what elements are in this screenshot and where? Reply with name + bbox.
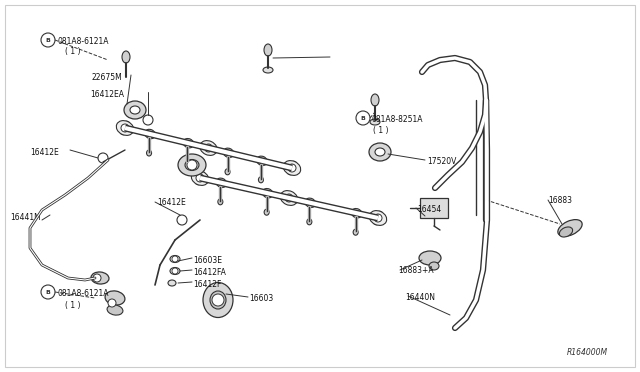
Text: 16603E: 16603E	[193, 256, 222, 265]
Circle shape	[285, 194, 293, 202]
Ellipse shape	[116, 121, 134, 135]
Text: B: B	[360, 115, 365, 121]
Ellipse shape	[120, 121, 131, 135]
Text: 16883: 16883	[548, 196, 572, 205]
Ellipse shape	[429, 262, 439, 270]
Ellipse shape	[105, 291, 125, 305]
Text: 16440N: 16440N	[405, 293, 435, 302]
Circle shape	[172, 256, 178, 262]
Circle shape	[172, 268, 178, 274]
Ellipse shape	[419, 251, 441, 265]
Circle shape	[205, 144, 212, 152]
Circle shape	[41, 33, 55, 47]
Ellipse shape	[287, 161, 298, 175]
Ellipse shape	[264, 209, 269, 215]
Ellipse shape	[262, 189, 273, 198]
Ellipse shape	[259, 177, 264, 183]
Circle shape	[108, 299, 116, 307]
Ellipse shape	[203, 282, 233, 317]
Ellipse shape	[145, 129, 156, 139]
Text: B: B	[45, 38, 51, 42]
Text: R164000M: R164000M	[567, 348, 608, 357]
Ellipse shape	[168, 280, 176, 286]
Text: 081A8-6121A: 081A8-6121A	[58, 37, 109, 46]
Circle shape	[212, 294, 224, 306]
Circle shape	[187, 160, 197, 170]
Text: 16412EA: 16412EA	[90, 90, 124, 99]
Ellipse shape	[191, 171, 209, 185]
Ellipse shape	[130, 106, 140, 114]
Circle shape	[98, 153, 108, 163]
Text: ( 1 ): ( 1 )	[65, 301, 81, 310]
Ellipse shape	[216, 178, 227, 187]
Circle shape	[374, 214, 382, 222]
Text: 16454: 16454	[417, 205, 441, 214]
Circle shape	[196, 174, 204, 182]
Text: ( 1 ): ( 1 )	[65, 47, 81, 56]
Text: 16412E: 16412E	[30, 148, 59, 157]
Circle shape	[177, 215, 187, 225]
Ellipse shape	[372, 211, 383, 225]
Ellipse shape	[122, 51, 130, 63]
Ellipse shape	[170, 256, 180, 263]
Ellipse shape	[375, 148, 385, 156]
Circle shape	[356, 111, 370, 125]
Text: 16412E: 16412E	[157, 198, 186, 207]
Ellipse shape	[185, 159, 190, 165]
Circle shape	[41, 285, 55, 299]
Circle shape	[143, 115, 153, 125]
Ellipse shape	[369, 143, 391, 161]
Circle shape	[288, 164, 296, 172]
Text: 16441M: 16441M	[10, 213, 41, 222]
Text: B: B	[45, 289, 51, 295]
Text: 16603: 16603	[249, 294, 273, 303]
Text: 081A8-8251A: 081A8-8251A	[372, 115, 424, 124]
Text: 16412FA: 16412FA	[193, 268, 226, 277]
Ellipse shape	[559, 227, 573, 237]
Ellipse shape	[147, 150, 152, 156]
Ellipse shape	[371, 94, 379, 106]
Ellipse shape	[185, 160, 199, 170]
Ellipse shape	[195, 171, 205, 185]
Ellipse shape	[280, 190, 298, 205]
Ellipse shape	[107, 305, 123, 315]
Circle shape	[93, 274, 101, 282]
Text: ( 1 ): ( 1 )	[373, 126, 388, 135]
Ellipse shape	[183, 138, 194, 148]
Ellipse shape	[353, 229, 358, 235]
Ellipse shape	[91, 272, 109, 284]
Ellipse shape	[351, 208, 362, 218]
Text: 081A8-6121A: 081A8-6121A	[58, 289, 109, 298]
Ellipse shape	[284, 161, 301, 175]
Circle shape	[121, 124, 129, 132]
Ellipse shape	[170, 267, 180, 275]
Ellipse shape	[558, 219, 582, 236]
Bar	[420, 198, 448, 218]
Ellipse shape	[218, 199, 223, 205]
Ellipse shape	[264, 44, 272, 56]
Ellipse shape	[305, 198, 316, 208]
Ellipse shape	[369, 211, 387, 225]
Ellipse shape	[370, 119, 380, 125]
Ellipse shape	[124, 101, 146, 119]
Ellipse shape	[225, 169, 230, 175]
Ellipse shape	[178, 154, 206, 176]
Ellipse shape	[263, 67, 273, 73]
Ellipse shape	[307, 219, 312, 225]
Text: 16883+A: 16883+A	[398, 266, 434, 275]
Ellipse shape	[200, 141, 217, 155]
Ellipse shape	[257, 156, 268, 166]
Text: 16412F: 16412F	[193, 280, 221, 289]
Ellipse shape	[210, 291, 226, 309]
Text: 17520V: 17520V	[427, 157, 456, 166]
Ellipse shape	[223, 148, 234, 157]
Text: 22675M: 22675M	[92, 73, 123, 82]
